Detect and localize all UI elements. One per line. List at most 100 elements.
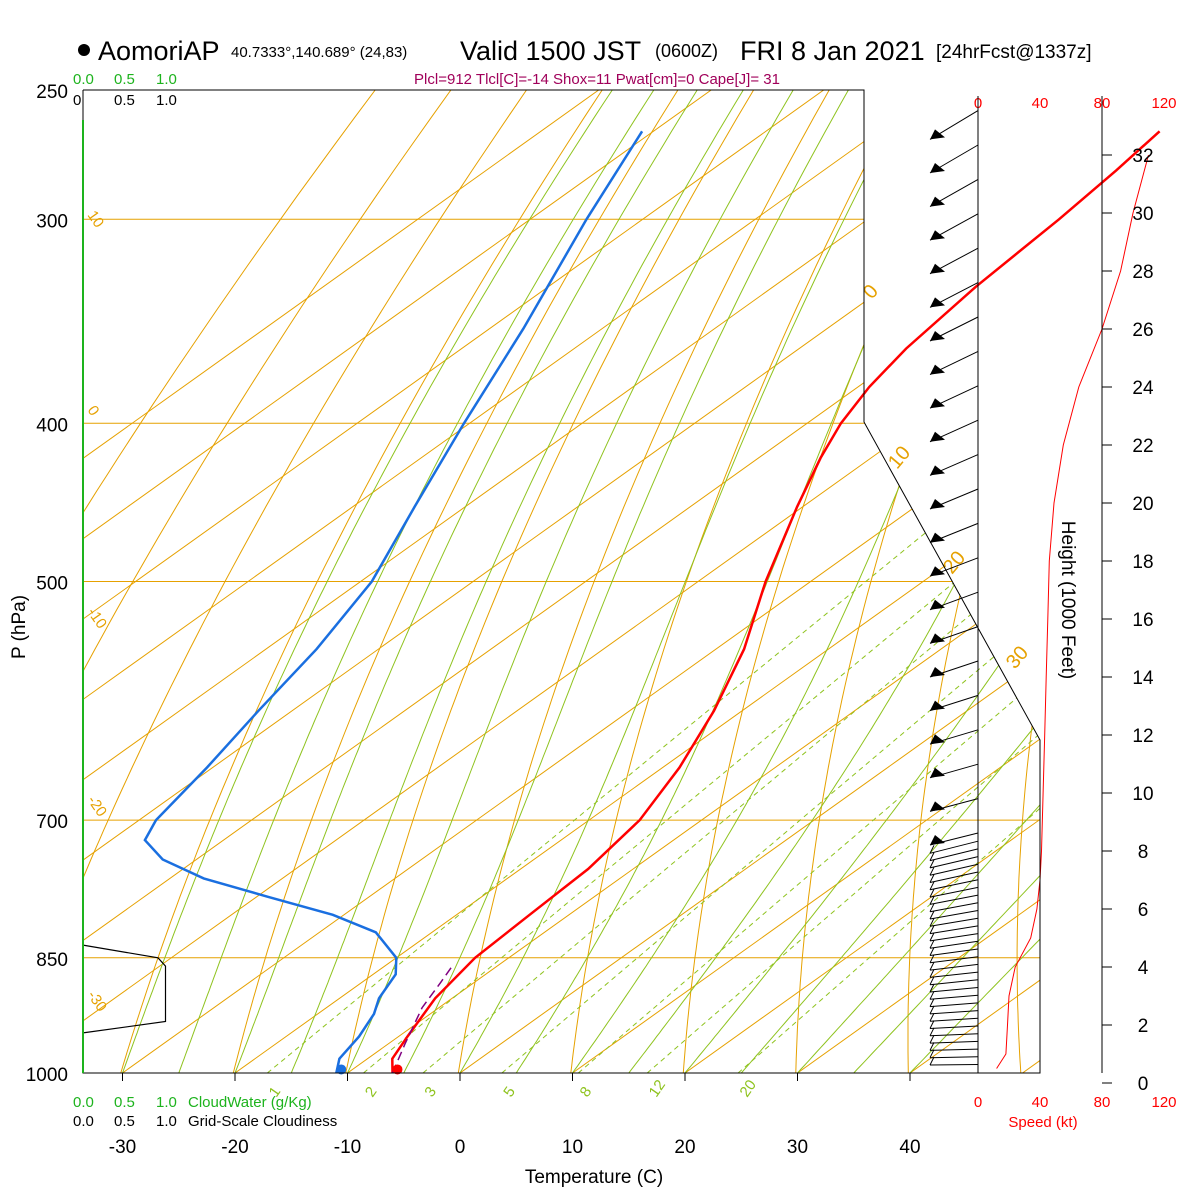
wind-barb [929,956,979,964]
height-tick-label: 32 [1132,146,1153,167]
stability-indices: Plcl=912 Tlcl[C]=-14 Shox=11 Pwat[cm]=0 … [414,71,780,88]
cloudiness-tick-top: 0.5 [114,92,135,109]
wind-barb-flag [930,129,945,140]
moist-adiabat-line [403,90,849,1073]
wind-barb-tick [929,976,935,985]
wind-barb-flag [930,431,945,442]
cloudwater-tick-bottom: 0.0 [73,1094,94,1111]
height-tick-label: 0 [1138,1074,1149,1095]
moist-adiabat-line [797,90,1040,1073]
theta-label: 0 [859,281,883,304]
wind-barb [929,1040,979,1044]
wind-barb-tick [929,1027,935,1037]
speed-tick-bottom: 0 [974,1094,982,1111]
dry-adiabat-line [1016,90,1040,1073]
height-tick-label: 14 [1132,668,1154,689]
wind-barb [929,1002,979,1008]
wind-barb-tick [929,954,935,964]
speed-tick-bottom: 120 [1151,1094,1176,1111]
wind-barb-tick [929,991,935,1000]
wind-barb-tick [929,925,935,934]
speed-tick-top: 120 [1151,95,1176,112]
pressure-tick-label: 700 [36,812,68,833]
height-tick-label: 10 [1132,784,1153,805]
wind-barb-tick [929,866,935,876]
speed-tick-bottom: 40 [1032,1094,1049,1111]
surface-dewpoint-point [336,1064,347,1075]
station-coords: 40.7333°,140.689° (24,83) [231,44,407,61]
wind-barb-tick [929,845,935,854]
wind-barb-tick [929,939,935,949]
wind-barb-flag [930,801,945,812]
wind-barb-flag [930,196,945,207]
height-tick-label: 18 [1132,552,1153,573]
moist-adiabat-line [459,90,912,1073]
wind-barb-tick [929,1034,935,1044]
cloudwater-tick-top: 1.0 [156,71,177,88]
wind-barb-tick [929,910,935,920]
temp-tick-label: 10 [562,1137,583,1158]
cloudwater-tick-bottom: 0.5 [114,1094,135,1111]
dry-adiabat-line [1123,90,1200,1073]
wind-barb-flag [930,734,945,745]
moist-adiabat-line [740,90,1040,1073]
moist-adiabat-line [853,90,1040,1073]
wind-barb-tick [929,852,935,861]
wind-barb-tick [929,947,935,956]
wind-barb [929,1017,979,1022]
wind-barb [929,1010,979,1015]
isotherm-label: 0 [84,403,103,420]
wind-barb [929,840,979,854]
dry-adiabat-line [83,90,527,1073]
moist-adiabat-line [909,90,1040,1073]
speed-axis-label: Speed (kt) [1008,1114,1077,1131]
isotherm-line [797,90,1040,1073]
isotherm-line [83,90,599,1073]
wind-barb-flag [930,163,945,173]
isotherm-line [83,90,1040,1073]
wind-barb [929,963,979,971]
wind-barb-flag [930,532,945,543]
height-tick-label: 6 [1138,900,1149,921]
wind-barb [929,925,979,935]
cloudiness-tick-bottom: 0.0 [73,1113,94,1130]
wind-barb-flag [930,599,945,610]
valid-time: Valid 1500 JST [460,36,641,66]
pressure-tick-label: 400 [36,415,68,436]
isotherm-line [909,90,1040,1073]
height-tick-label: 16 [1132,610,1153,631]
isotherm-label: -20 [84,793,110,821]
speed-tick-top: 40 [1032,95,1049,112]
wind-speed-line [996,154,1149,1069]
temp-tick-label: -10 [334,1137,361,1158]
wind-barb-tick [929,874,935,883]
wind-barb-flag [930,263,945,274]
dry-adiabat-line [83,90,452,1073]
height-axis-title: Height (1000 Feet) [1057,521,1078,679]
wind-barb [929,894,979,905]
moist-adiabat-line [628,90,1040,1073]
isotherm-line [572,90,1040,1073]
wind-barb-flag [930,465,945,476]
moist-adiabat-line [178,90,655,1073]
isotherm-line [234,90,1040,1073]
wind-barb [929,856,979,869]
wind-barb [929,886,979,898]
moist-adiabat-line [122,90,613,1073]
wind-barb [929,902,979,913]
temp-tick-label: 30 [787,1137,808,1158]
wind-barb [929,1033,979,1037]
dewpoint-line [143,130,644,1074]
height-tick-label: 26 [1132,320,1153,341]
theta-label: 10 [884,442,915,473]
y-axis-title: P (hPa) [9,595,30,659]
grid-lines [83,90,1200,1073]
wind-barb-tick [929,983,935,993]
wind-barb-flag [930,331,945,341]
mixing-ratio-line [646,422,1040,1073]
station-name: AomoriAP [98,36,220,66]
wind-barb-tick [929,1056,935,1066]
temp-tick-label: -30 [109,1137,136,1158]
wind-barb-flag [930,667,945,677]
